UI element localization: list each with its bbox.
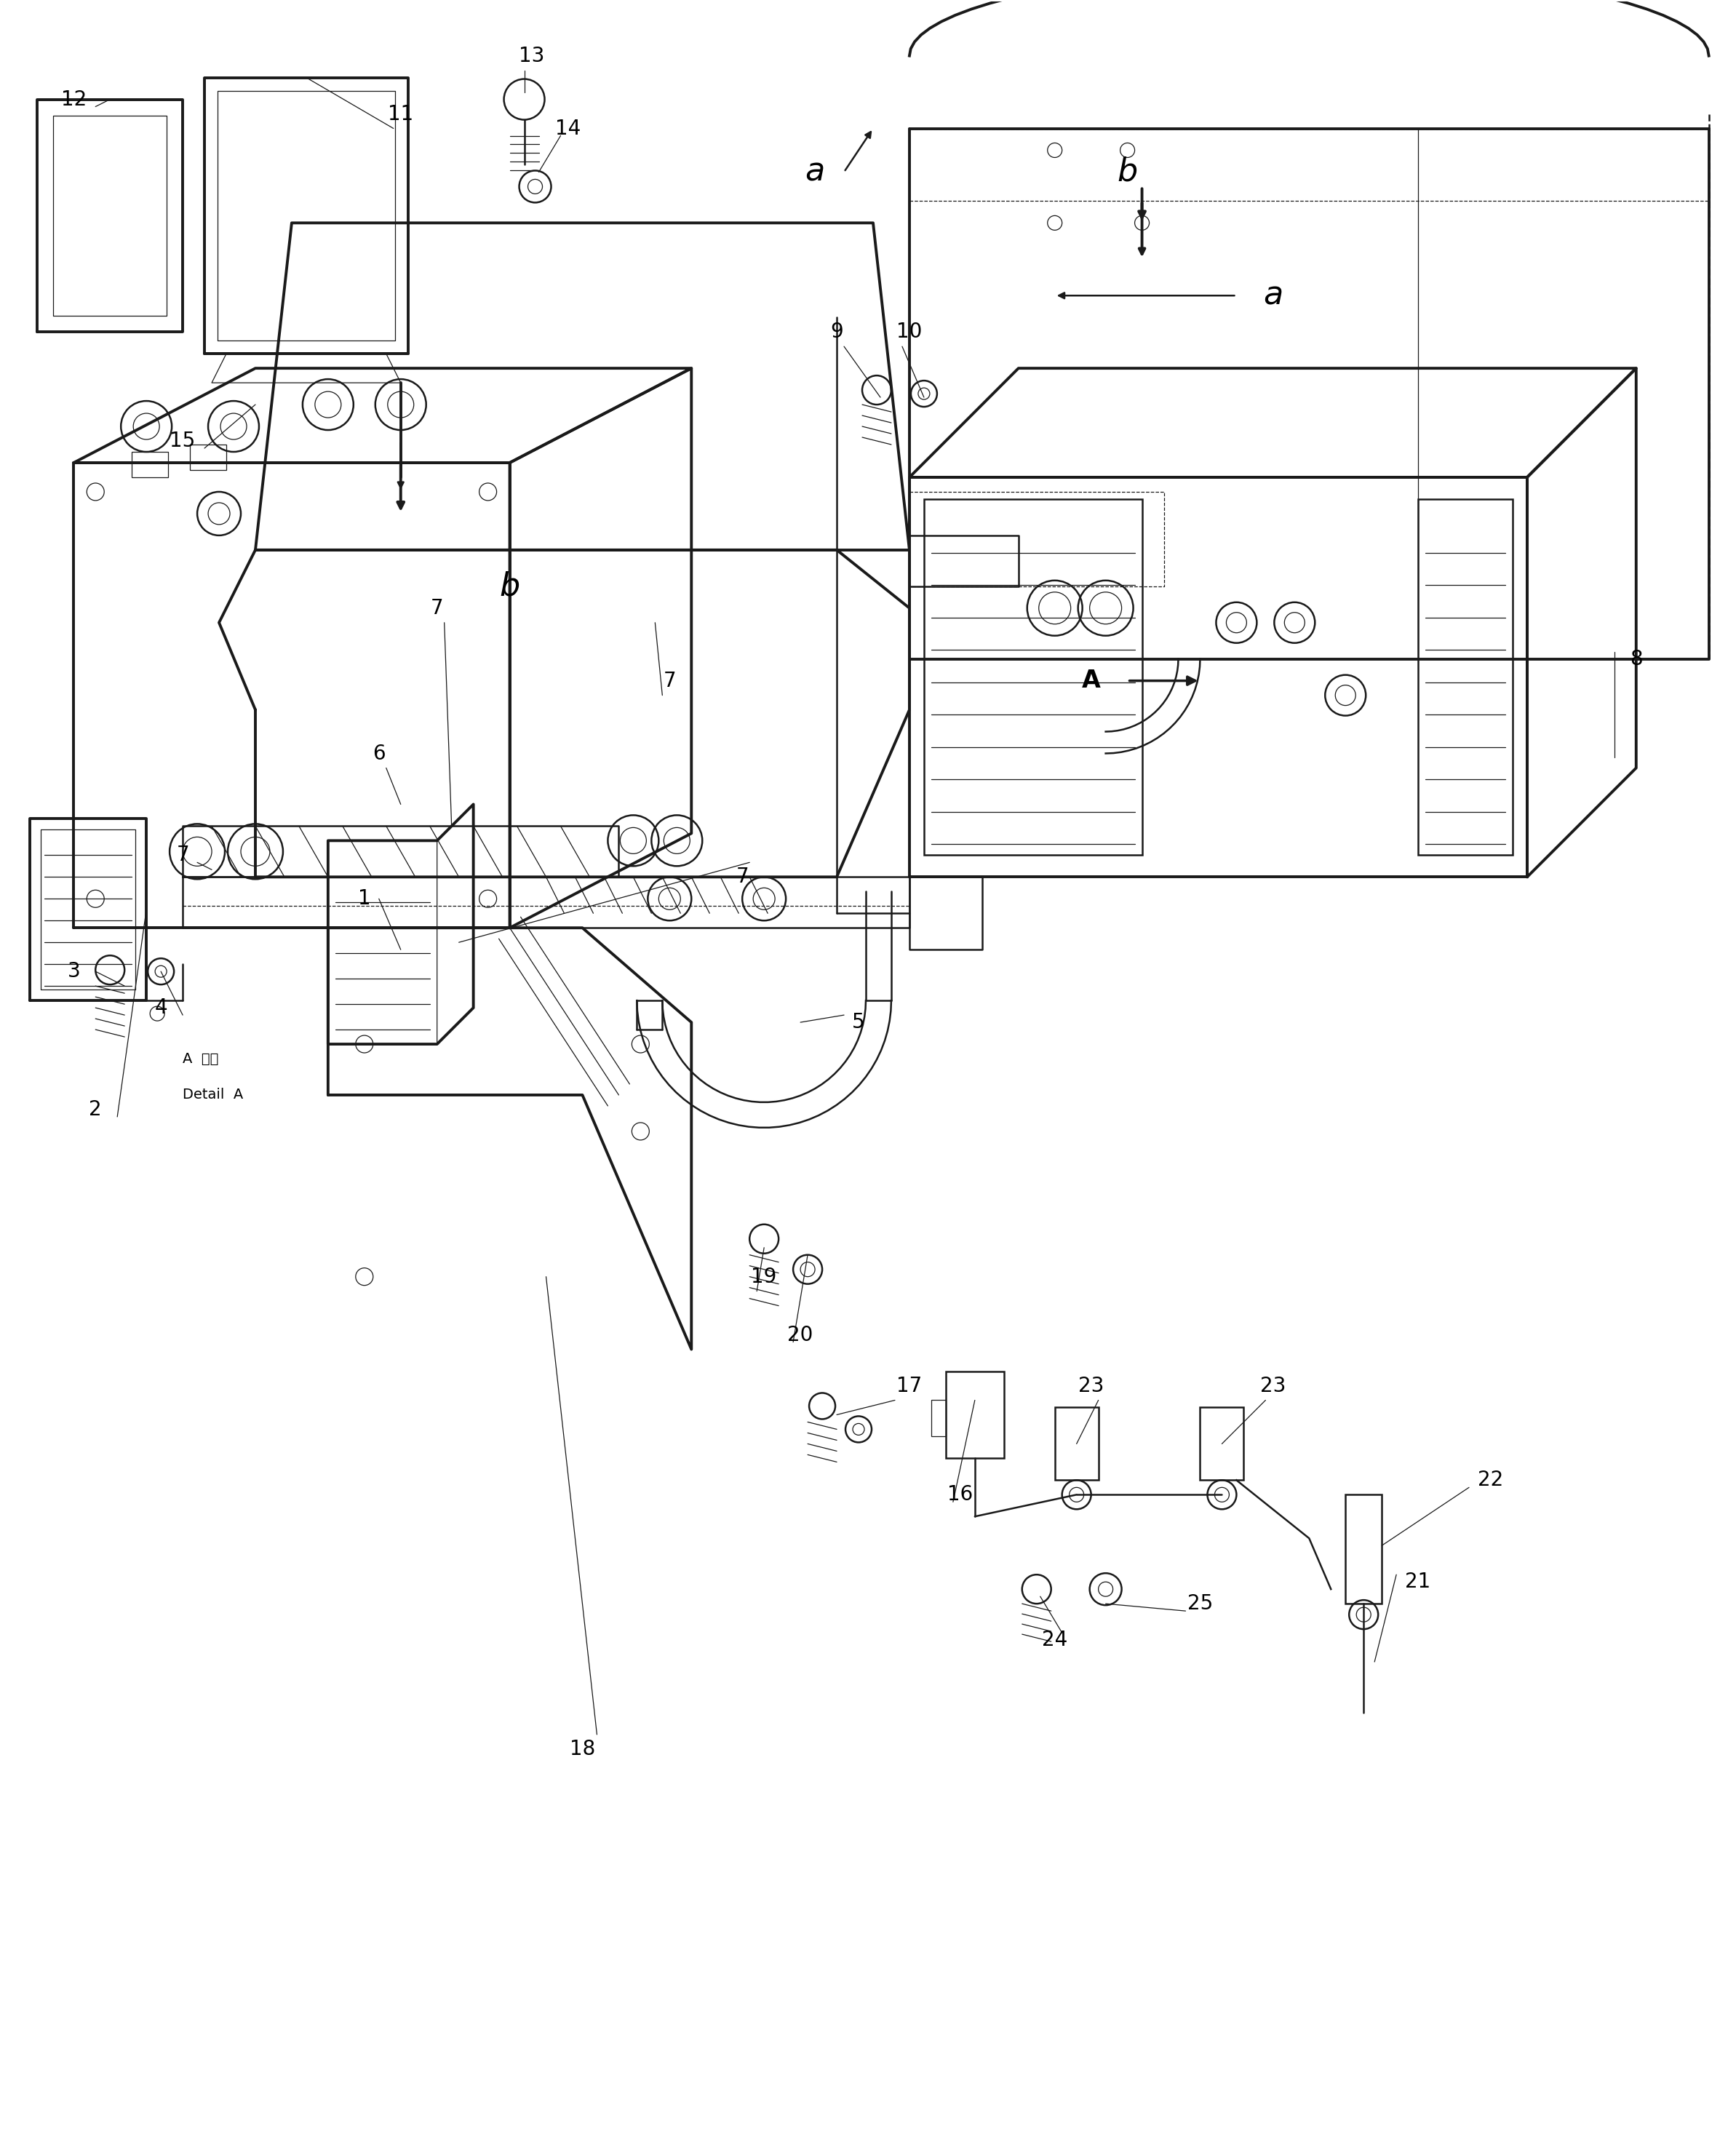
Text: 24: 24 xyxy=(1042,1630,1068,1651)
Text: 7: 7 xyxy=(736,866,748,888)
Text: a: a xyxy=(806,157,825,187)
Text: b: b xyxy=(500,570,521,602)
Text: 12: 12 xyxy=(61,88,87,110)
Text: 20: 20 xyxy=(788,1324,812,1346)
Text: 4: 4 xyxy=(155,998,167,1017)
Bar xyxy=(1418,499,1512,856)
Bar xyxy=(132,452,168,477)
Text: 2: 2 xyxy=(89,1099,102,1120)
Text: 16: 16 xyxy=(948,1484,974,1505)
Text: b: b xyxy=(1118,157,1137,187)
Text: a: a xyxy=(1262,280,1283,312)
Text: 22: 22 xyxy=(1477,1471,1503,1490)
Text: 10: 10 xyxy=(896,322,922,342)
Bar xyxy=(189,445,226,471)
Text: 11: 11 xyxy=(387,103,413,125)
Text: 13: 13 xyxy=(519,45,545,67)
Text: 5: 5 xyxy=(852,1013,865,1032)
Bar xyxy=(946,1372,1003,1458)
Text: 15: 15 xyxy=(170,430,196,452)
Bar xyxy=(1200,1408,1243,1479)
Text: 3: 3 xyxy=(68,961,80,983)
Text: 25: 25 xyxy=(1187,1593,1213,1615)
Text: 14: 14 xyxy=(556,118,580,138)
Text: 7: 7 xyxy=(663,671,675,690)
Text: 21: 21 xyxy=(1406,1572,1430,1593)
Text: 18: 18 xyxy=(569,1739,595,1759)
Text: 9: 9 xyxy=(830,322,844,342)
Bar xyxy=(1055,1408,1099,1479)
Text: A: A xyxy=(1082,669,1101,692)
Text: 23: 23 xyxy=(1078,1376,1104,1395)
Bar xyxy=(1345,1494,1382,1604)
Text: A  詳細: A 詳細 xyxy=(182,1051,219,1066)
Bar xyxy=(930,1400,946,1436)
Text: 8: 8 xyxy=(1630,649,1642,669)
Bar xyxy=(924,499,1142,856)
Text: 7: 7 xyxy=(177,845,189,864)
Text: Detail  A: Detail A xyxy=(182,1088,243,1103)
Text: 7: 7 xyxy=(431,598,443,619)
Text: 23: 23 xyxy=(1260,1376,1286,1395)
Text: 19: 19 xyxy=(752,1266,778,1288)
Text: 6: 6 xyxy=(373,744,385,763)
Text: 17: 17 xyxy=(896,1376,922,1395)
Text: 1: 1 xyxy=(358,888,372,909)
